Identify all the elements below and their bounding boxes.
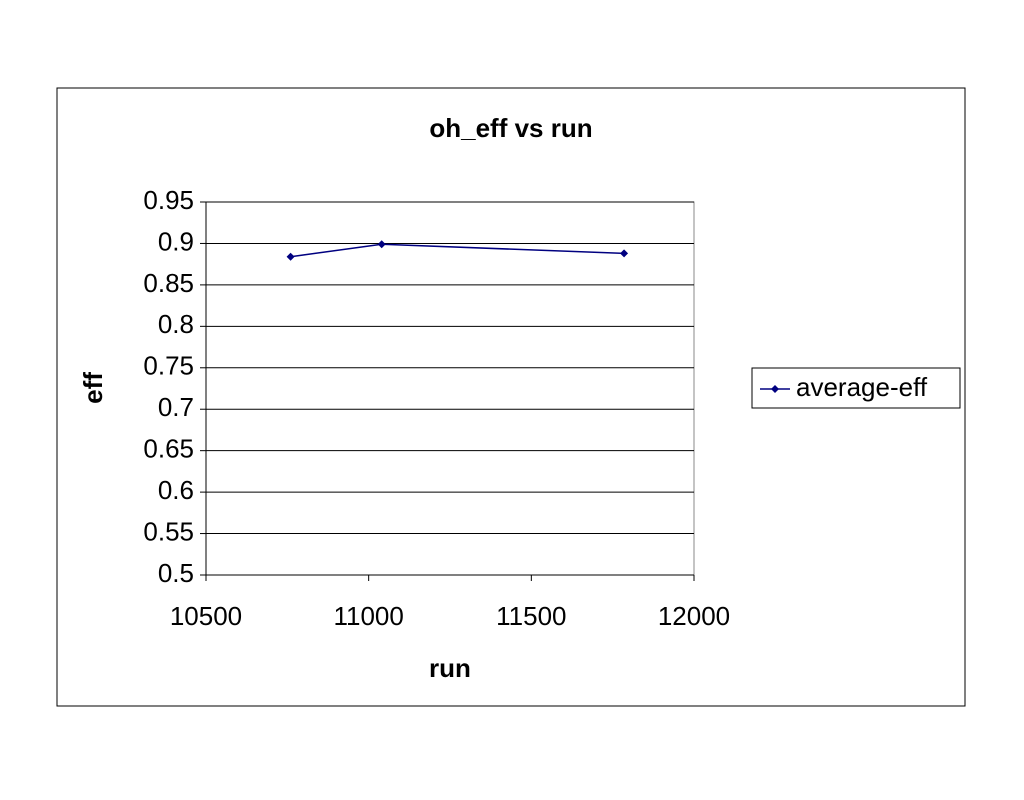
legend-label: average-eff xyxy=(796,372,928,402)
x-tick-label: 10500 xyxy=(170,601,242,631)
x-tick-label: 12000 xyxy=(658,601,730,631)
y-tick-label: 0.55 xyxy=(143,516,194,546)
y-tick-label: 0.7 xyxy=(158,392,194,422)
x-tick-label: 11500 xyxy=(496,601,566,631)
legend-marker xyxy=(771,385,779,393)
y-tick-label: 0.85 xyxy=(143,268,194,298)
data-point xyxy=(620,249,629,258)
x-axis-label: run xyxy=(429,653,471,683)
y-tick-label: 0.9 xyxy=(158,226,194,256)
chart-title: oh_eff vs run xyxy=(429,113,592,143)
y-tick-label: 0.95 xyxy=(143,185,194,215)
data-point xyxy=(377,240,386,249)
y-tick-label: 0.8 xyxy=(158,309,194,339)
y-tick-label: 0.6 xyxy=(158,475,194,505)
y-tick-label: 0.5 xyxy=(158,558,194,588)
y-axis-label: eff xyxy=(78,372,108,404)
plot-area xyxy=(205,201,695,576)
data-point xyxy=(286,252,295,261)
y-tick-label: 0.65 xyxy=(143,434,194,464)
x-tick-label: 11000 xyxy=(333,601,403,631)
legend-box xyxy=(751,367,961,409)
y-tick-label: 0.75 xyxy=(143,351,194,381)
